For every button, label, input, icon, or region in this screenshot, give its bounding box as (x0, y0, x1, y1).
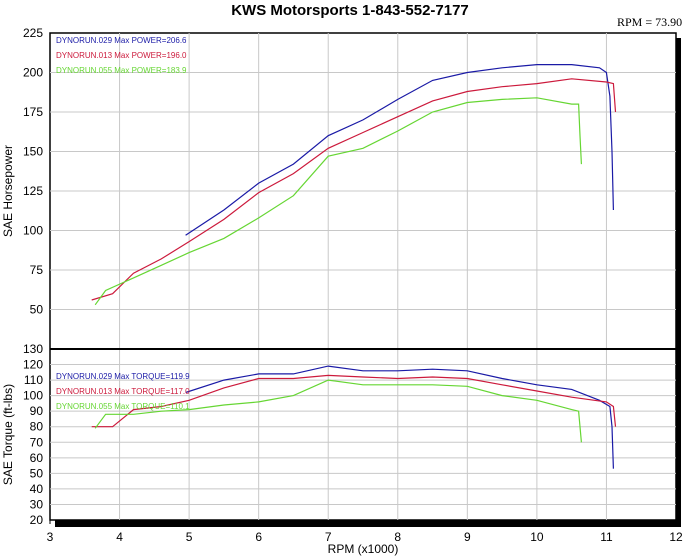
x-tick-label: 9 (464, 530, 471, 544)
series-line-2 (91, 374, 617, 428)
legend-entry: DYNORUN.013 Max TORQUE=117.0 (56, 387, 190, 396)
x-tick-label: 5 (186, 530, 193, 544)
chart-title: KWS Motorsports 1-843-552-7177 (231, 2, 469, 19)
y-tick-label: 70 (30, 435, 44, 449)
x-tick-label: 12 (669, 530, 683, 544)
rpm-readout: RPM = 73.90 (617, 15, 683, 29)
y-tick-label: 20 (30, 513, 44, 527)
y-tick-label: 225 (23, 26, 43, 40)
legend-entry: DYNORUN.013 Max POWER=196.0 (56, 51, 187, 60)
legend-entry: DYNORUN.029 Max POWER=206.6 (56, 36, 187, 45)
x-tick-label: 7 (325, 530, 332, 544)
y-tick-label: 125 (23, 184, 43, 198)
legend-entry: DYNORUN.029 Max TORQUE=119.9 (56, 372, 190, 381)
y-axis-title: SAE Horsepower (1, 145, 15, 237)
x-tick-label: 3 (47, 530, 54, 544)
series-line-1 (185, 365, 614, 469)
horsepower-panel: 50 75 100 125 150 175 200 225 DYNORUN.029 Max PO… (1, 26, 676, 349)
y-tick-label: 150 (23, 145, 43, 159)
legend-entry: DYNORUN.055 Max TORQUE=110.1 (56, 402, 190, 411)
y-tick-label: 75 (30, 263, 44, 277)
series-line-1 (185, 63, 614, 236)
y-tick-label: 175 (23, 105, 43, 119)
y-tick-label: 30 (30, 497, 44, 511)
y-tick-label: 100 (23, 224, 43, 238)
y-axis-title: SAE Torque (ft-lbs) (1, 384, 15, 485)
y-tick-label: 90 (30, 404, 44, 418)
y-tick-label: 50 (30, 466, 44, 480)
y-tick-label: 50 (30, 303, 44, 317)
x-tick-label: 8 (394, 530, 401, 544)
x-tick-label: 6 (255, 530, 262, 544)
y-tick-label: 100 (23, 389, 43, 403)
y-tick-label: 40 (30, 482, 44, 496)
x-tick-label: 4 (116, 530, 123, 544)
y-tick-label: 110 (24, 373, 43, 387)
y-tick-label: 80 (30, 420, 44, 434)
x-axis-title: RPM (x1000) (328, 542, 399, 556)
y-tick-label: 130 (23, 342, 43, 356)
y-tick-label: 200 (23, 66, 43, 80)
x-tick-label: 10 (530, 530, 544, 544)
y-tick-label: 120 (23, 358, 43, 372)
x-tick-label: 11 (600, 530, 613, 544)
series-line-3 (94, 379, 582, 443)
series-line-2 (91, 78, 617, 301)
y-tick-label: 60 (30, 451, 44, 465)
series-line-3 (94, 97, 582, 306)
plot-frame (49, 32, 677, 521)
legend-entry: DYNORUN.055 Max POWER=183.9 (56, 66, 187, 75)
